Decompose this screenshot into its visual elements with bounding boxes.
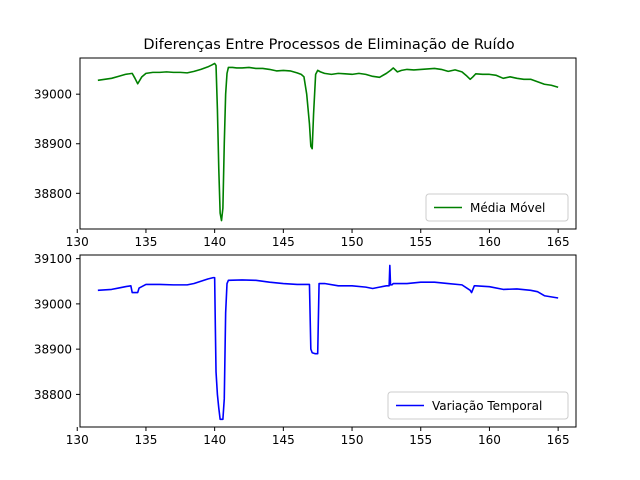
series-line-2-1 bbox=[97, 264, 559, 421]
legend-label: Variação Temporal bbox=[432, 399, 542, 413]
x-tick-label: 160 bbox=[478, 433, 501, 447]
y-tick-label: 39100 bbox=[34, 252, 72, 266]
subplots: 130 135 140 145 150 155 160 165 38800 38900 39000 M… bbox=[34, 57, 577, 447]
x-tick-label: 135 bbox=[134, 235, 157, 249]
y-tick-label: 39000 bbox=[34, 297, 72, 311]
x-tick-label: 145 bbox=[272, 433, 295, 447]
x-tick-label: 130 bbox=[66, 235, 89, 249]
legend: Média Móvel bbox=[425, 193, 569, 222]
x-tick-label: 140 bbox=[203, 433, 226, 447]
x-tick-label: 160 bbox=[478, 235, 501, 249]
x-tick-label: 140 bbox=[203, 235, 226, 249]
legend-label: Média Móvel bbox=[470, 201, 545, 215]
subplot-1: 130 135 140 145 150 155 160 165 38800 38900 39000 M… bbox=[34, 57, 577, 249]
y-tick-label: 39000 bbox=[34, 88, 72, 102]
legend-box bbox=[425, 193, 569, 222]
x-tick-label: 130 bbox=[66, 433, 89, 447]
y-tick-label: 38900 bbox=[34, 343, 72, 357]
x-tick-label: 155 bbox=[409, 235, 432, 249]
legend: Variação Temporal bbox=[387, 391, 569, 420]
x-tick-label: 155 bbox=[409, 433, 432, 447]
x-tick-label: 165 bbox=[547, 433, 570, 447]
x-tick-label: 165 bbox=[547, 235, 570, 249]
x-tick-label: 135 bbox=[134, 433, 157, 447]
axes-frame bbox=[79, 254, 577, 428]
subplot-2: 130 135 140 145 150 155 160 165 38800 38900 39000 3… bbox=[34, 252, 577, 447]
legend-box bbox=[387, 391, 569, 420]
y-tick-label: 38900 bbox=[34, 137, 72, 151]
figure-title: Diferenças Entre Processos de Eliminação… bbox=[143, 37, 514, 53]
y-tick-label: 38800 bbox=[34, 388, 72, 402]
series-line-1-1 bbox=[97, 62, 559, 222]
x-tick-label: 150 bbox=[341, 433, 364, 447]
x-tick-label: 150 bbox=[341, 235, 364, 249]
x-tick-label: 145 bbox=[272, 235, 295, 249]
y-tick-label: 38800 bbox=[34, 187, 72, 201]
